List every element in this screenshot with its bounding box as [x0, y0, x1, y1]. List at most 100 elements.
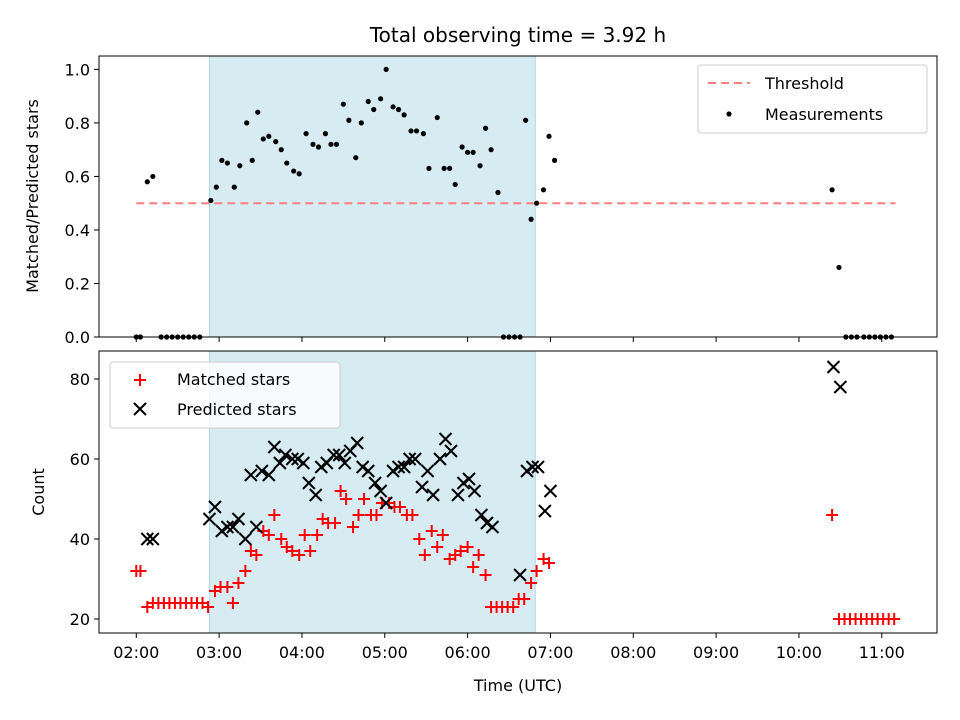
- legend-predicted-label: Predicted stars: [177, 400, 297, 419]
- x-tick-label: 10:00: [776, 643, 822, 662]
- chart-title: Total observing time = 3.92 h: [369, 23, 666, 47]
- measurement-point: [546, 133, 552, 139]
- matched-star-point: [467, 561, 480, 573]
- predicted-star-point: [338, 456, 352, 470]
- predicted-star-point: [474, 508, 489, 522]
- measurement-point: [441, 165, 447, 171]
- matched-star-point: [262, 529, 275, 541]
- measurement-point: [291, 168, 297, 174]
- predicted-star-point: [525, 460, 540, 474]
- predicted-star-point: [146, 532, 160, 546]
- predicted-star-point: [278, 448, 293, 462]
- predicted-star-point: [215, 524, 229, 538]
- matched-star-point: [826, 509, 839, 521]
- x-tick-label: 02:00: [113, 643, 159, 662]
- matched-star-point: [232, 577, 245, 589]
- x-tick-label: 08:00: [610, 643, 656, 662]
- measurement-point: [224, 160, 230, 166]
- x-tick-label: 05:00: [362, 643, 408, 662]
- predicted-star-point: [267, 440, 282, 454]
- matched-star-point: [347, 521, 360, 533]
- measurement-point: [829, 187, 835, 193]
- predicted-star-point: [326, 448, 341, 462]
- measurement-point: [477, 163, 483, 169]
- measurement-point: [426, 165, 432, 171]
- predicted-star-point: [538, 504, 552, 518]
- measurement-point: [208, 197, 214, 204]
- x-tick-label: 07:00: [527, 643, 573, 662]
- x-tick-label: 03:00: [196, 643, 242, 662]
- measurement-point: [383, 66, 389, 72]
- matched-star-point: [425, 525, 438, 537]
- measurement-point: [346, 117, 352, 123]
- predicted-star-point: [462, 472, 476, 486]
- predicted-star-point: [397, 460, 411, 474]
- predicted-star-point: [415, 480, 429, 494]
- y-tick-label: 1.0: [65, 60, 90, 79]
- measurement-point: [219, 157, 225, 163]
- matched-star-point: [518, 593, 531, 605]
- predicted-star-point: [531, 460, 545, 474]
- predicted-star-point: [438, 432, 453, 446]
- matched-star-point: [370, 509, 383, 521]
- measurement-point: [447, 165, 453, 171]
- measurement-point: [540, 187, 547, 193]
- matched-star-point: [340, 493, 353, 505]
- matched-star-point: [268, 509, 281, 521]
- predicted-star-point: [433, 452, 447, 466]
- matched-star-point: [286, 545, 299, 557]
- legend-matched-label: Matched stars: [177, 370, 290, 389]
- matched-star-point: [298, 529, 311, 541]
- predicted-star-point: [262, 468, 276, 482]
- measurement-point: [150, 173, 156, 180]
- y-tick-label: 0.0: [65, 328, 90, 347]
- matched-star-point: [393, 501, 406, 513]
- measurement-point: [213, 184, 219, 190]
- matched-star-point: [293, 549, 306, 561]
- matched-star-point: [226, 597, 239, 609]
- measurement-point: [390, 104, 396, 110]
- matched-star-point: [250, 549, 263, 561]
- matched-star-point: [352, 509, 365, 521]
- predicted-star-point: [485, 520, 500, 534]
- matched-star-point: [334, 485, 347, 497]
- measurement-point: [284, 160, 290, 166]
- measurement-point: [358, 120, 364, 126]
- measurement-point: [365, 98, 371, 105]
- legend-threshold-label: Threshold: [764, 74, 844, 93]
- matched-star-point: [329, 517, 342, 529]
- matched-star-point: [413, 533, 426, 545]
- predicted-star-point: [391, 460, 406, 474]
- predicted-star-point: [238, 532, 253, 546]
- predicted-legend-marker: [133, 402, 147, 416]
- measurement-point: [534, 200, 540, 206]
- predicted-star-point: [833, 380, 848, 394]
- measurement-point: [488, 147, 494, 153]
- predicted-star-point: [543, 484, 558, 498]
- predicted-star-point: [513, 568, 527, 582]
- predicted-star-point: [231, 512, 246, 526]
- top-panel: Total observing time = 3.92 h 0.0 0.2 0.4 0…: [23, 23, 938, 347]
- predicted-star-point: [467, 484, 482, 498]
- predicted-star-point: [361, 464, 375, 478]
- measurement-point: [333, 141, 340, 147]
- predicted-star-point: [373, 484, 388, 498]
- measurement-point: [278, 147, 284, 153]
- measurement-point: [315, 144, 322, 150]
- x-tick-label: 09:00: [693, 643, 739, 662]
- predicted-star-point: [368, 476, 382, 490]
- matched-star-point: [461, 541, 474, 553]
- measurement-point: [266, 133, 272, 139]
- measurement-point: [465, 149, 471, 155]
- measurement-point: [495, 189, 501, 196]
- predicted-star-point: [220, 520, 235, 534]
- measurement-point: [273, 139, 279, 145]
- measurements-legend-marker: [726, 111, 732, 117]
- matched-star-point: [530, 565, 543, 577]
- y-tick-label: 40: [70, 530, 90, 549]
- predicted-star-point: [285, 452, 299, 466]
- measurement-point: [231, 184, 237, 190]
- x-tick-label: 06:00: [445, 643, 491, 662]
- matched-star-point: [543, 557, 556, 569]
